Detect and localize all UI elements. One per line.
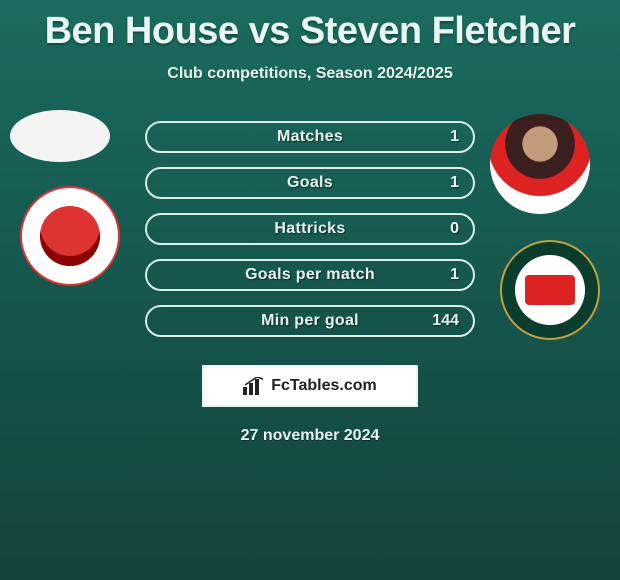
- stat-value-right: 144: [432, 312, 459, 330]
- stat-label: Hattricks: [274, 220, 345, 238]
- stat-value-right: 1: [450, 266, 459, 284]
- stat-row: Goals per match 1: [145, 259, 475, 291]
- stat-row: Hattricks 0: [145, 213, 475, 245]
- stat-row: Min per goal 144: [145, 305, 475, 337]
- branding-chart-icon: [243, 377, 265, 395]
- stat-label: Goals per match: [245, 266, 375, 284]
- club-badge-right: [500, 240, 600, 340]
- branding-text: FcTables.com: [271, 377, 377, 395]
- stat-value-right: 1: [450, 174, 459, 192]
- comparison-subtitle: Club competitions, Season 2024/2025: [0, 65, 620, 83]
- comparison-date: 27 november 2024: [0, 427, 620, 445]
- stat-row: Matches 1: [145, 121, 475, 153]
- stat-label: Matches: [277, 128, 343, 146]
- club-badge-left: [20, 186, 120, 286]
- player-photo-right: [490, 114, 590, 214]
- stat-row: Goals 1: [145, 167, 475, 199]
- player-photo-left: [10, 110, 110, 162]
- stat-value-right: 1: [450, 128, 459, 146]
- stat-value-right: 0: [450, 220, 459, 238]
- branding-box: FcTables.com: [202, 365, 418, 407]
- stat-label: Goals: [287, 174, 333, 192]
- comparison-title: Ben House vs Steven Fletcher: [0, 0, 620, 53]
- stat-label: Min per goal: [261, 312, 359, 330]
